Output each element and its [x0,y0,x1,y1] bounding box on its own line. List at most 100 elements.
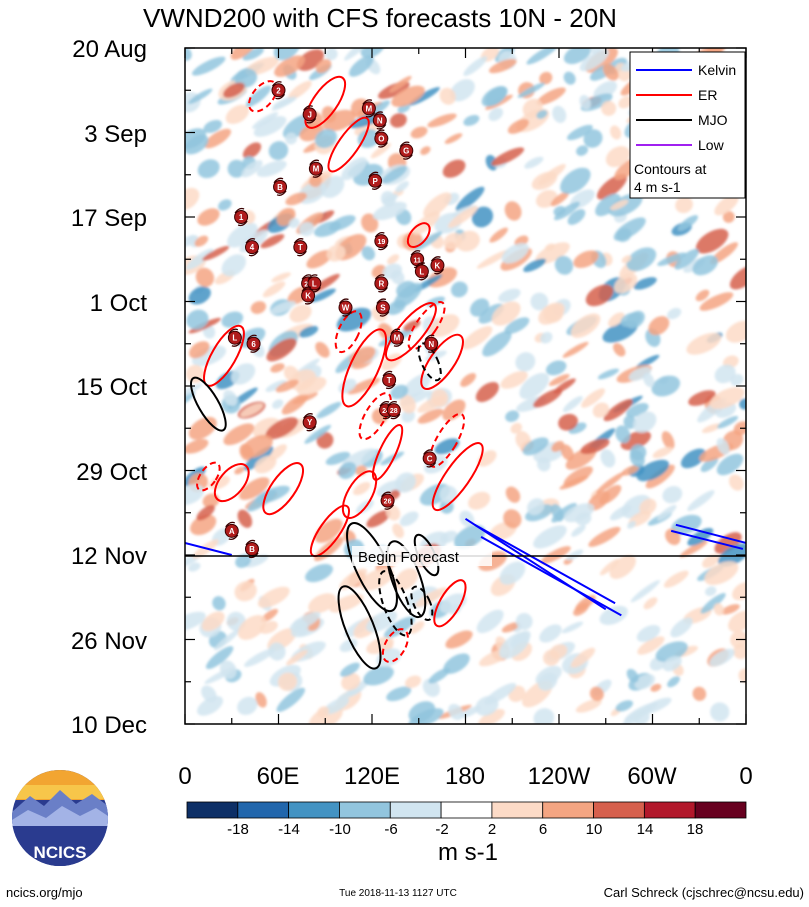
shading-cell [650,683,662,692]
y-tick-label: 10 Dec [71,712,147,739]
shading-cell [539,71,553,85]
storm-label: N [377,116,383,125]
storm-marker: N [424,334,439,353]
shading-cell [679,540,708,558]
shading-cell [281,393,309,415]
shading-cell [585,284,614,307]
shading-cell [234,581,257,602]
shading-cell [717,415,739,429]
shading-cell [599,558,620,576]
storm-marker: K [430,256,445,275]
shading-cell [208,475,230,490]
shading-cell [553,378,576,394]
storm-label: L [312,279,317,288]
storm-icon [430,258,445,273]
wave-contour [341,470,378,519]
storm-marker: M [308,159,323,178]
colorbar-swatch [643,801,696,819]
shading-cell [337,687,363,700]
shading-cell [270,300,296,315]
shading-cell [186,309,209,330]
shading-cell [600,449,616,468]
storm-arm [424,334,435,341]
storm-arm [301,274,312,280]
shading-cell [716,437,730,455]
storm-arm [228,534,239,541]
storm-marker: Y [302,413,317,432]
shading-cell [185,248,214,270]
storm-arm [342,311,353,317]
shading-cell [240,403,264,418]
shading-cell [308,593,337,614]
colorbar-tick-label: 18 [687,821,704,838]
shading-cell [270,363,285,373]
shading-cell [704,561,739,586]
shading-cell [643,372,655,388]
shading-cell [515,352,536,372]
shading-cell [188,88,213,104]
shading-cell [530,292,549,311]
shading-cell [285,192,307,206]
shading-cell [651,375,681,397]
shading-cell [599,605,628,625]
shading-cell [488,59,517,74]
storm-arm [248,250,259,257]
colorbar-swatch [491,801,544,819]
colorbar-tick-label: 14 [637,821,654,838]
shading-cell [700,593,726,614]
shading-cell [488,107,504,122]
shading-cell [450,281,468,298]
shading-cell [562,341,589,358]
storm-arm [247,334,257,341]
storm-icon [273,179,288,194]
shading-cell [540,546,571,564]
shading-cell [289,304,312,323]
wave-contour [407,301,446,351]
storm-icon [422,451,437,466]
y-tick-label: 3 Sep [84,121,147,148]
storm-markers: 2JMNOGMPB1194T11LK20LKRWSL6MNT2428YC26AB [224,81,445,559]
storm-icon [246,336,261,351]
shading-cell [714,194,739,216]
storm-label: J [307,110,311,119]
shading-cell [732,582,746,601]
shading-cell [314,518,343,543]
shading-cell [323,697,350,715]
shading-cell [194,235,209,247]
colorbar-swatch [694,801,747,819]
shading-cell [615,425,631,444]
shading-cell [636,625,661,642]
shading-cell [370,142,392,159]
shading-cell [576,145,589,156]
storm-label: L [232,334,237,343]
shading-cell [185,611,206,632]
wave-contour [327,116,370,173]
shading-cell [728,610,746,632]
shading-cell [670,617,693,638]
storm-arm [384,504,395,510]
shading-cell [563,48,592,65]
storm-arm [382,370,393,377]
storm-icon [372,113,387,128]
footer-site: ncics.org/mjo [6,885,83,900]
shading-cell [442,399,466,421]
shading-cell [680,448,706,469]
shading-cell [526,48,559,65]
storm-label: M [366,104,373,113]
shading-cell [687,490,715,512]
ncics-logo: NCICS [12,770,108,866]
shading-cell [626,247,657,272]
shading-cell [579,48,610,72]
shading-cell [243,446,274,471]
shading-cell [570,313,601,338]
storm-arm [248,552,259,559]
shading-cell [320,175,345,198]
kelvin-contour [675,523,746,544]
shading-cell [448,206,478,228]
shading-cell [662,486,683,504]
shading-cell [645,464,675,489]
shading-cell [381,165,408,184]
storm-arm [234,207,245,214]
storm-arm [245,238,256,244]
x-tick-label: 60W [627,763,677,790]
